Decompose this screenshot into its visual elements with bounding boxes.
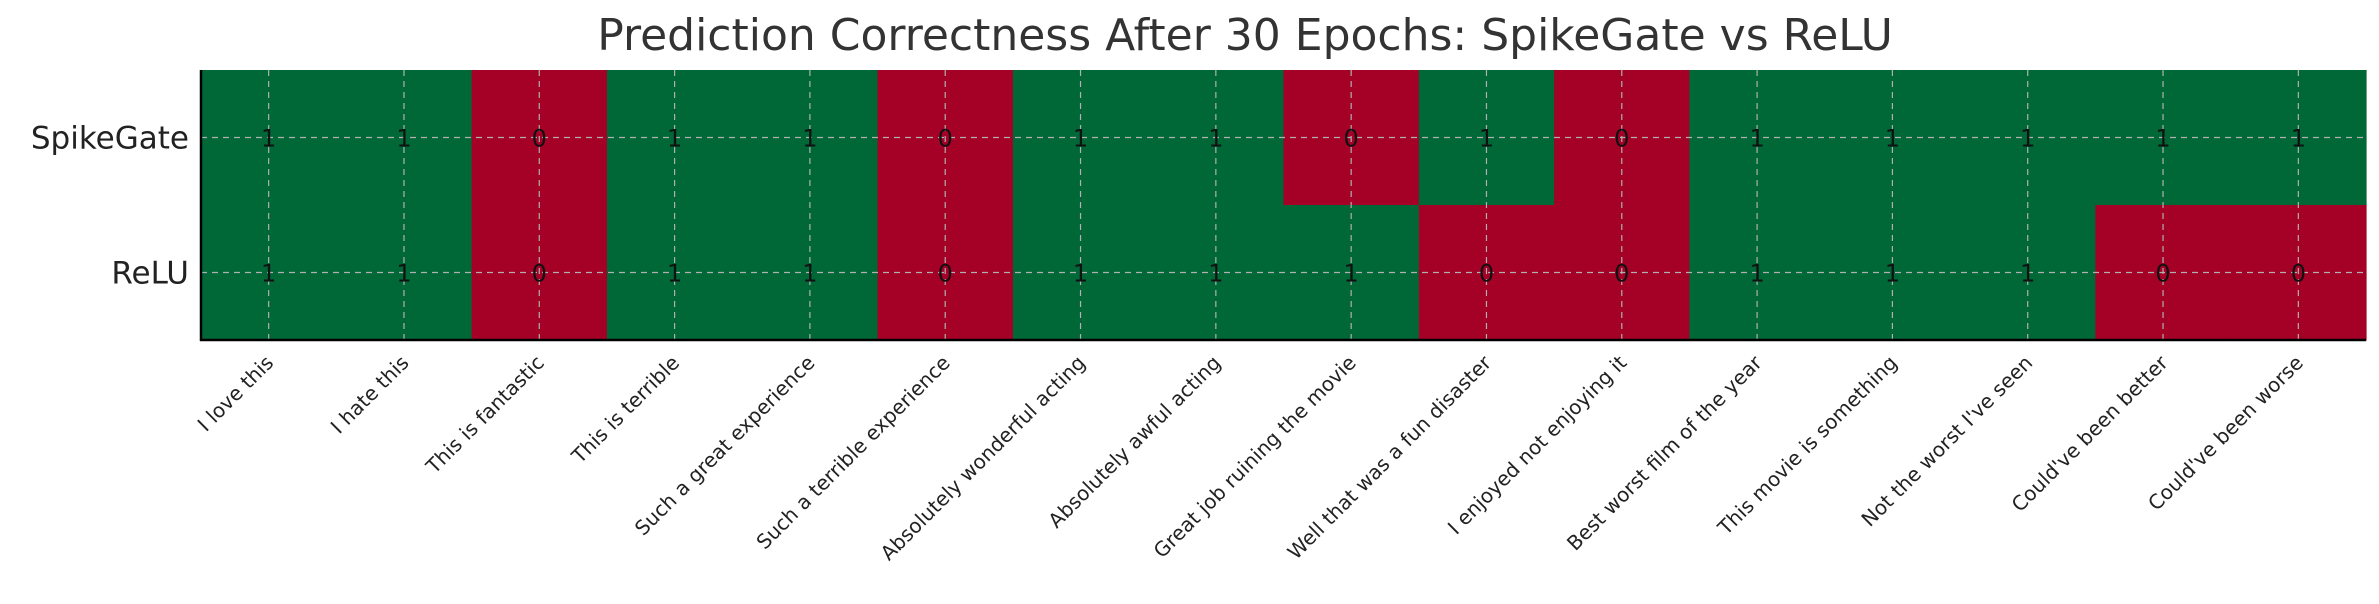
x-tick-label: This is terrible xyxy=(566,351,684,469)
cell-value: 1 xyxy=(2291,125,2306,153)
cell-value: 0 xyxy=(938,125,953,153)
cell-value: 0 xyxy=(2291,260,2306,288)
cell-value: 1 xyxy=(261,125,276,153)
chart-title: Prediction Correctness After 30 Epochs: … xyxy=(597,10,1893,61)
cell-value: 1 xyxy=(1208,125,1223,153)
y-tick-labels: SpikeGate ReLU xyxy=(31,121,189,292)
cell-value: 1 xyxy=(1749,125,1764,153)
cell-value: 1 xyxy=(2155,125,2170,153)
cell-value: 1 xyxy=(1208,260,1223,288)
cell-value: 0 xyxy=(532,125,547,153)
y-tick-label: SpikeGate xyxy=(31,121,189,157)
y-tick-label: ReLU xyxy=(111,256,189,292)
cell-value: 1 xyxy=(2020,260,2035,288)
cell-value: 1 xyxy=(2020,125,2035,153)
cell-value: 1 xyxy=(1885,125,1900,153)
cell-value: 1 xyxy=(1073,125,1088,153)
axes xyxy=(199,70,2366,342)
x-tick-label: Could've been better xyxy=(2007,350,2173,516)
cell-value: 1 xyxy=(1073,260,1088,288)
cell-value: 1 xyxy=(1749,260,1764,288)
cell-value: 1 xyxy=(802,260,817,288)
x-tick-label: I hate this xyxy=(326,351,414,439)
x-tick-label: I love this xyxy=(193,351,279,437)
cell-value: 0 xyxy=(532,260,547,288)
cell-value: 0 xyxy=(1614,260,1629,288)
grid-lines xyxy=(201,70,2366,340)
cell-value: 1 xyxy=(396,125,411,153)
cell-annotations: 1 1 0 1 1 0 1 1 0 1 0 1 1 1 1 1 1 1 0 1 1 0 1 1 1 0 0 1 1 1 0 0 xyxy=(261,125,2306,288)
cell-value: 0 xyxy=(2155,260,2170,288)
cell-value: 1 xyxy=(1344,260,1359,288)
cell-value: 0 xyxy=(1344,125,1359,153)
cell-value: 1 xyxy=(667,125,682,153)
cell-value: 1 xyxy=(1885,260,1900,288)
x-tick-label: This is fantastic xyxy=(421,351,549,479)
cell-value: 1 xyxy=(1479,125,1494,153)
x-tick-labels: I love this I hate this This is fantastic T… xyxy=(193,350,2308,565)
cell-value: 0 xyxy=(1479,260,1494,288)
cell-value: 1 xyxy=(396,260,411,288)
cell-value: 1 xyxy=(261,260,276,288)
cell-value: 0 xyxy=(1614,125,1629,153)
cell-value: 1 xyxy=(802,125,817,153)
heatmap-cells xyxy=(201,70,2367,341)
cell-value: 1 xyxy=(667,260,682,288)
cell-value: 0 xyxy=(938,260,953,288)
x-tick-label: Could've been worse xyxy=(2143,351,2308,516)
